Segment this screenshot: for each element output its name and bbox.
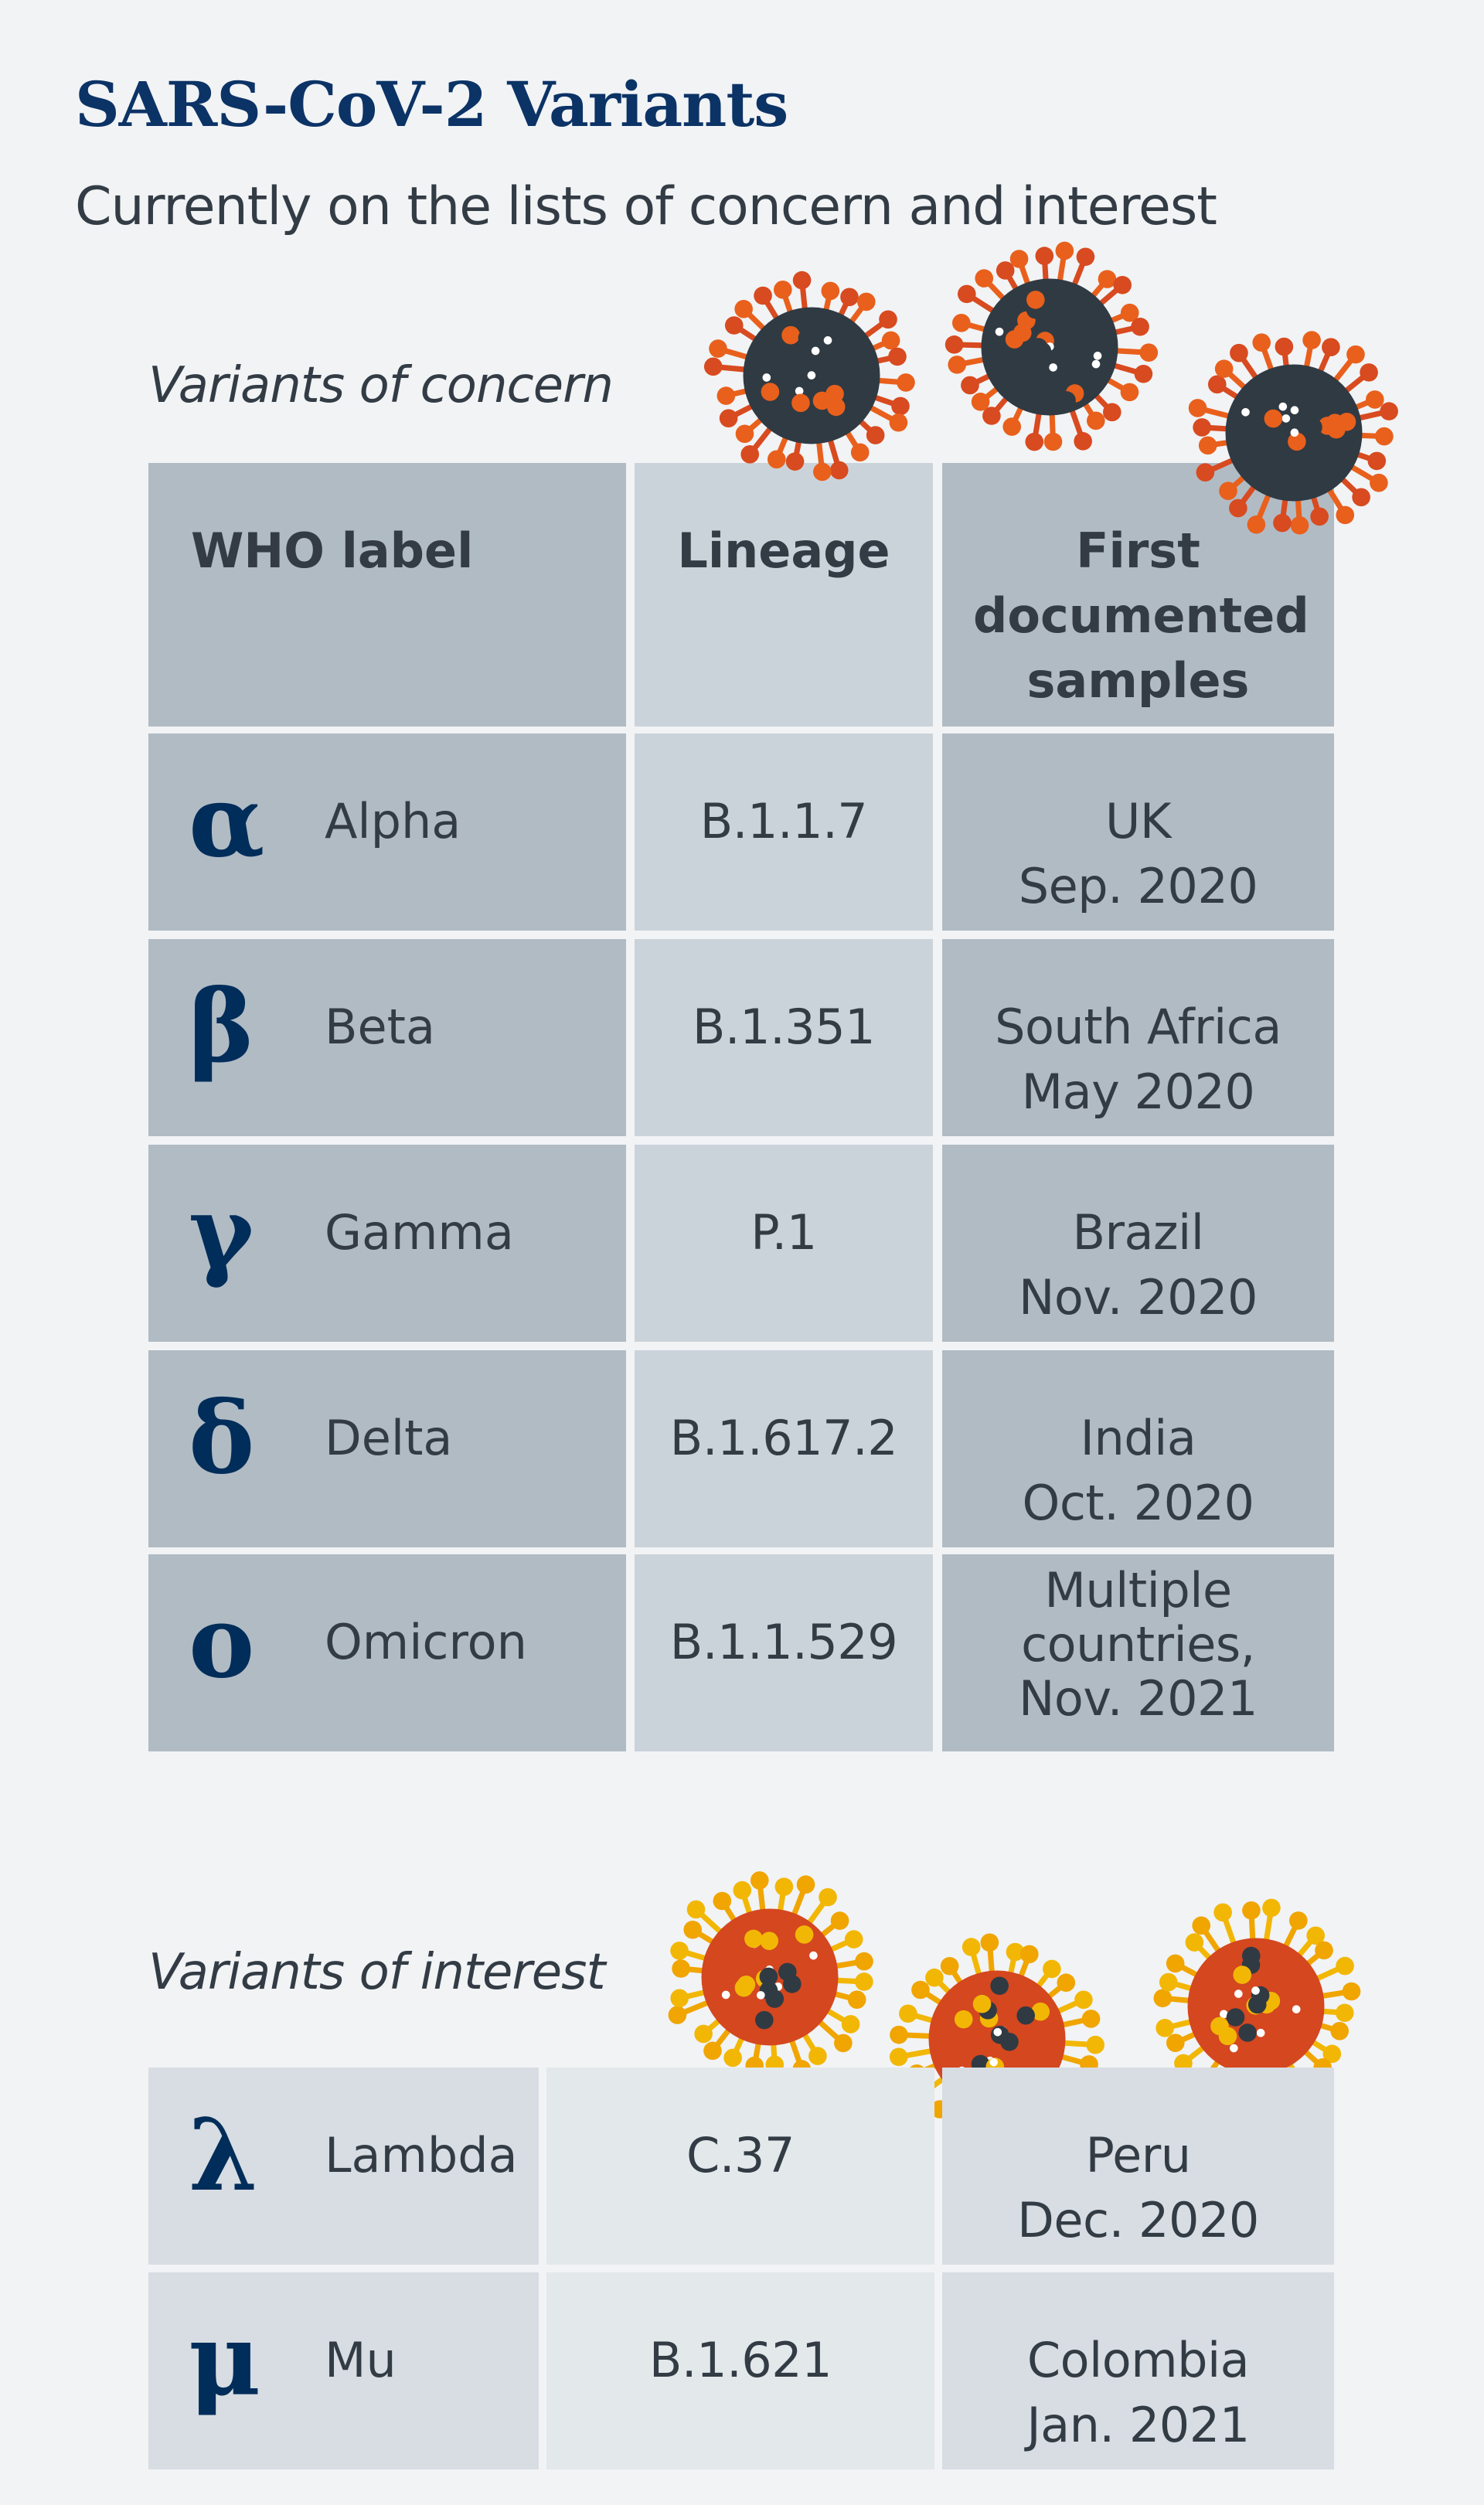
first-documented-cell: India Oct. 2020 <box>942 1350 1334 1547</box>
who-label-cell: β Beta <box>148 939 626 1136</box>
greek-letter: β <box>189 969 254 1085</box>
who-label-cell: δ Delta <box>148 1350 626 1547</box>
greek-letter: ο <box>189 1584 255 1700</box>
greek-letter: δ <box>189 1380 255 1496</box>
first-documented-cell: Colombia Jan. 2021 <box>942 2272 1334 2469</box>
page-subtitle: Currently on the lists of concern and in… <box>75 176 1217 237</box>
first-documented-cell: Peru Dec. 2020 <box>942 2068 1334 2265</box>
concern-section-heading: Variants of concern <box>148 357 614 414</box>
variant-name: Mu <box>325 2332 397 2388</box>
greek-letter: μ <box>189 2302 261 2418</box>
greek-letter: α <box>189 764 265 880</box>
coronavirus-red-icon <box>668 1871 873 2078</box>
lineage-cell: B.1.621 <box>546 2272 934 2469</box>
variant-name: Gamma <box>325 1204 514 1261</box>
greek-letter: λ <box>189 2098 258 2214</box>
lineage-cell: B.1.351 <box>635 939 933 1136</box>
variant-name: Lambda <box>325 2127 518 2183</box>
lineage-cell: C.37 <box>546 2068 934 2265</box>
first-documented-cell: Brazil Nov. 2020 <box>942 1145 1334 1342</box>
variant-name: Alpha <box>325 793 461 849</box>
variant-name: Beta <box>325 999 435 1055</box>
greek-letter: γ <box>189 1175 254 1291</box>
first-documented-cell: UK Sep. 2020 <box>942 733 1334 931</box>
who-label-cell: ο Omicron <box>148 1554 626 1751</box>
variant-name: Omicron <box>325 1614 527 1670</box>
who-label-cell: λ Lambda <box>148 2068 539 2265</box>
first-documented-cell: Multiple countries, Nov. 2021 <box>942 1554 1334 1751</box>
who-label-cell: μ Mu <box>148 2272 539 2469</box>
variant-name: Delta <box>325 1410 453 1466</box>
header-lineage: Lineage <box>635 463 933 727</box>
lineage-cell: B.1.1.529 <box>635 1554 933 1751</box>
who-label-cell: γ Gamma <box>148 1145 626 1342</box>
lineage-cell: B.1.1.7 <box>635 733 933 931</box>
header-who-label: WHO label <box>148 463 626 727</box>
who-label-cell: α Alpha <box>148 733 626 931</box>
lineage-cell: B.1.617.2 <box>635 1350 933 1547</box>
first-documented-cell: South Africa May 2020 <box>942 939 1334 1136</box>
lineage-cell: P.1 <box>635 1145 933 1342</box>
page-title: SARS-CoV-2 Variants <box>75 68 788 141</box>
header-first-documented: First documented samples <box>942 463 1334 727</box>
interest-section-heading: Variants of interest <box>148 1944 606 2001</box>
